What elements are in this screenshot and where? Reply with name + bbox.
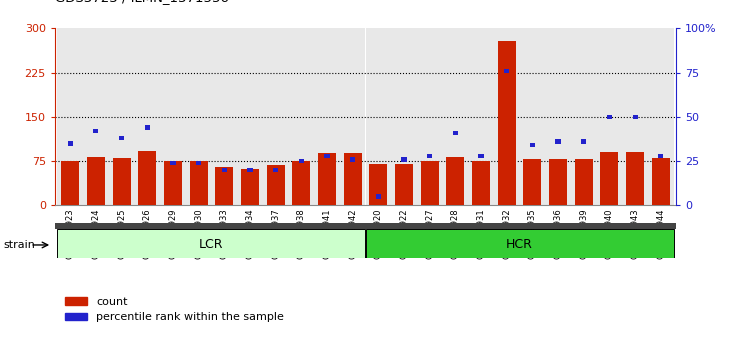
Bar	[196, 161, 201, 165]
Bar	[292, 161, 310, 205]
Bar	[216, 167, 233, 205]
Bar	[417, 28, 442, 205]
Bar	[391, 28, 417, 205]
Bar	[55, 223, 676, 229]
Bar	[581, 139, 586, 144]
Bar	[376, 194, 381, 199]
Bar	[164, 161, 182, 205]
Text: HCR: HCR	[506, 239, 533, 251]
Bar	[211, 28, 237, 205]
Bar	[607, 115, 612, 119]
Bar	[556, 139, 561, 144]
Bar	[189, 161, 208, 205]
Bar	[314, 28, 340, 205]
Text: strain: strain	[4, 240, 36, 250]
Bar	[369, 164, 387, 205]
Bar	[520, 28, 545, 205]
Bar	[571, 28, 596, 205]
Bar	[648, 28, 673, 205]
Bar	[600, 152, 618, 205]
Bar	[138, 151, 156, 205]
Bar	[68, 141, 73, 145]
Bar	[273, 168, 279, 172]
Bar	[160, 28, 186, 205]
Bar	[442, 28, 468, 205]
Bar	[447, 157, 464, 205]
Bar	[504, 69, 510, 73]
Bar	[479, 154, 484, 158]
Bar	[421, 161, 439, 205]
Bar	[109, 28, 135, 205]
Bar	[325, 154, 330, 158]
Bar	[340, 28, 366, 205]
Bar	[658, 154, 663, 158]
Bar	[145, 125, 150, 130]
Text: GDS3723 / ILMN_1371556: GDS3723 / ILMN_1371556	[55, 0, 229, 4]
Bar	[366, 28, 391, 205]
Bar	[575, 159, 593, 205]
Bar	[263, 28, 289, 205]
Bar	[87, 157, 105, 205]
Bar	[350, 157, 355, 161]
Bar	[94, 129, 99, 133]
Bar	[545, 28, 571, 205]
Bar	[119, 136, 124, 140]
Bar	[267, 165, 284, 205]
Bar	[247, 168, 252, 172]
Bar	[622, 28, 648, 205]
Bar	[632, 115, 637, 119]
Bar	[344, 153, 362, 205]
Bar	[652, 158, 670, 205]
Bar	[468, 28, 494, 205]
Bar	[58, 229, 366, 258]
Bar	[494, 28, 520, 205]
Bar	[135, 28, 160, 205]
Bar	[530, 143, 535, 147]
Bar	[318, 153, 336, 205]
Bar	[58, 28, 83, 205]
Text: LCR: LCR	[199, 239, 224, 251]
Bar	[401, 157, 406, 161]
Bar	[221, 168, 227, 172]
Bar	[289, 28, 314, 205]
Bar	[299, 159, 304, 163]
Bar	[170, 161, 175, 165]
Bar	[596, 28, 622, 205]
Bar	[427, 154, 432, 158]
Bar	[452, 131, 458, 135]
Bar	[61, 161, 79, 205]
Bar	[186, 28, 211, 205]
Bar	[83, 28, 109, 205]
Bar	[395, 164, 413, 205]
Bar	[523, 159, 542, 205]
Bar	[549, 159, 567, 205]
Bar	[472, 161, 490, 205]
Bar	[626, 152, 644, 205]
Bar	[498, 41, 515, 205]
Bar	[237, 28, 263, 205]
Bar	[241, 169, 259, 205]
Legend: count, percentile rank within the sample: count, percentile rank within the sample	[61, 292, 288, 327]
Bar	[366, 229, 673, 258]
Bar	[113, 158, 131, 205]
